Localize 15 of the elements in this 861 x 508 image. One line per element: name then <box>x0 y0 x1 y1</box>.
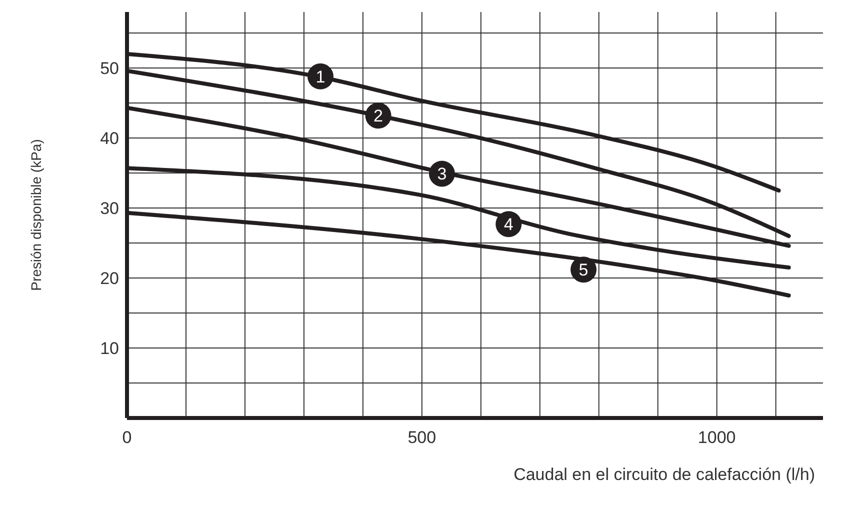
annotation: 5 <box>578 260 588 280</box>
annotation: 3 <box>437 164 447 184</box>
annotation: 1 <box>316 67 326 86</box>
y-tick-label: 50 <box>100 59 119 78</box>
y-tick-label: 30 <box>100 199 119 218</box>
y-tick-label: 40 <box>100 129 119 148</box>
y-axis-title: Presión disponible (kPa) <box>28 139 44 291</box>
annotation: 4 <box>504 215 514 234</box>
x-tick-label: 0 <box>122 428 132 447</box>
y-tick-label: 20 <box>100 269 119 288</box>
x-tick-label: 500 <box>408 428 436 447</box>
annotation: 2 <box>374 106 383 126</box>
y-tick-label: 10 <box>100 339 119 358</box>
x-axis-title: Caudal en el circuito de calefacción (l/h) <box>514 465 815 484</box>
x-tick-label: 1000 <box>698 428 736 447</box>
